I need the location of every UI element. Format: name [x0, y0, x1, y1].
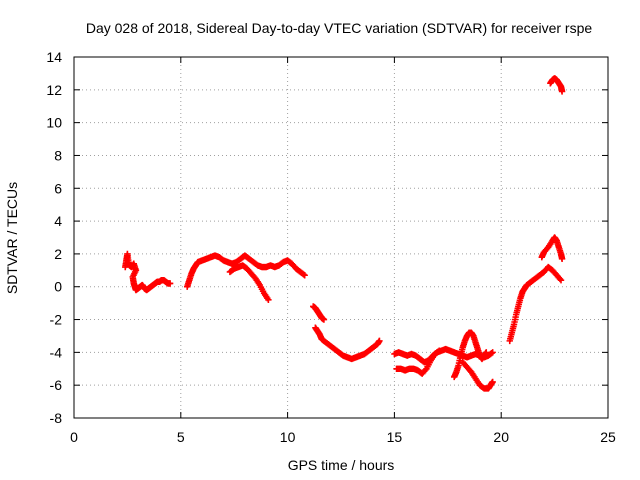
x-tick-label: 25 — [600, 429, 616, 445]
y-tick-label: -8 — [50, 410, 63, 426]
grid-layer — [74, 57, 608, 418]
y-tick-label: 4 — [54, 213, 62, 229]
data-point — [556, 275, 564, 283]
plot-frame — [73, 56, 609, 419]
y-tick-label: -6 — [50, 377, 63, 393]
x-tick-label: 0 — [70, 429, 78, 445]
y-tick-label: 14 — [46, 49, 62, 65]
data-point — [557, 276, 565, 284]
data-point — [489, 349, 496, 356]
chart-title: Day 028 of 2018, Sidereal Day-to-day VTE… — [86, 20, 592, 36]
data-point — [483, 349, 490, 356]
data-point — [320, 316, 328, 323]
data-point — [488, 349, 495, 357]
y-tick-label: 8 — [54, 147, 62, 163]
y-tick-label: -2 — [50, 312, 63, 328]
y-tick-label: 0 — [54, 279, 62, 295]
data-point — [558, 88, 566, 95]
y-tick-label: 2 — [54, 246, 62, 262]
tick-layer: 0 5 10 15 20 25 -8 -6 -4 -2 0 2 4 6 8 10 12 14 — [46, 49, 616, 445]
data-point — [436, 347, 443, 354]
x-axis-label: GPS time / hours — [288, 457, 395, 473]
x-tick-label: 20 — [493, 429, 509, 445]
data-point — [166, 280, 174, 287]
x-tick-label: 5 — [177, 429, 185, 445]
y-axis-label: SDTVAR / TECUs — [4, 182, 20, 294]
data-point — [265, 296, 272, 304]
data-point — [376, 337, 383, 345]
x-tick-label: 15 — [387, 429, 403, 445]
y-tick-label: 6 — [54, 180, 62, 196]
data-point — [434, 348, 442, 355]
y-tick-label: 10 — [46, 115, 62, 131]
data-point — [489, 378, 496, 386]
data-point — [300, 271, 307, 278]
data-point — [301, 272, 308, 279]
x-tick-label: 10 — [280, 429, 296, 445]
y-tick-label: 12 — [46, 82, 62, 98]
data-point — [422, 366, 429, 374]
data-point — [558, 255, 566, 263]
data-points — [122, 75, 566, 392]
y-tick-label: -4 — [50, 344, 63, 360]
